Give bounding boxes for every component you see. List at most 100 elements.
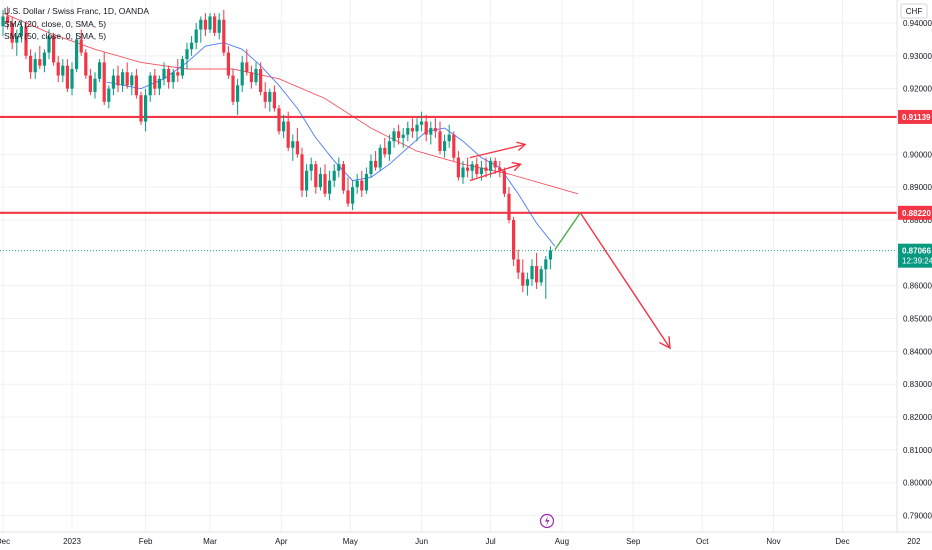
sma50-label[interactable]: SMA (50, close, 0, SMA, 5): [4, 31, 106, 41]
symbol-title[interactable]: U.S. Dollar / Swiss Franc, 1D, OANDA: [4, 6, 149, 16]
candle[interactable]: [351, 180, 355, 211]
candlesticks[interactable]: [1, 6, 552, 299]
candle[interactable]: [548, 246, 552, 270]
price-scale-bg[interactable]: [897, 0, 932, 550]
candle[interactable]: [107, 85, 111, 109]
candle[interactable]: [341, 160, 345, 194]
candle[interactable]: [410, 118, 414, 138]
candle[interactable]: [424, 114, 428, 142]
candle[interactable]: [502, 167, 506, 198]
candle[interactable]: [318, 167, 322, 191]
candle[interactable]: [443, 134, 447, 158]
candle[interactable]: [254, 62, 258, 86]
candle[interactable]: [429, 121, 433, 145]
candle[interactable]: [84, 49, 88, 79]
candle[interactable]: [420, 111, 424, 132]
candle[interactable]: [535, 252, 539, 289]
candle[interactable]: [309, 157, 313, 181]
candle[interactable]: [305, 164, 309, 198]
candle[interactable]: [461, 160, 465, 184]
candle[interactable]: [456, 151, 460, 181]
sma20-label[interactable]: SMA (20, close, 0, SMA, 5): [4, 19, 106, 29]
candle[interactable]: [111, 68, 115, 96]
candle[interactable]: [245, 49, 249, 76]
candle[interactable]: [19, 19, 23, 43]
candle[interactable]: [493, 157, 497, 175]
candle[interactable]: [521, 259, 525, 293]
candle[interactable]: [249, 65, 253, 89]
time-scale[interactable]: Dec 2023 Feb Mar Apr May Jun Jul Aug Sep Oct Nov Dec…: [0, 537, 921, 546]
candle[interactable]: [360, 170, 364, 198]
candle[interactable]: [272, 85, 276, 112]
candle[interactable]: [199, 16, 203, 43]
candle[interactable]: [208, 13, 212, 33]
candle[interactable]: [282, 114, 286, 138]
candle[interactable]: [466, 157, 470, 178]
candle[interactable]: [268, 88, 272, 112]
event-marker[interactable]: [539, 513, 555, 529]
candle[interactable]: [332, 164, 336, 188]
candle[interactable]: [507, 187, 511, 224]
candle[interactable]: [134, 68, 138, 99]
currency-button[interactable]: [900, 3, 928, 19]
candle[interactable]: [121, 68, 125, 92]
candle[interactable]: [61, 59, 65, 83]
candle[interactable]: [10, 16, 14, 50]
candle[interactable]: [15, 29, 19, 56]
candle[interactable]: [512, 216, 516, 266]
candle[interactable]: [116, 65, 120, 92]
candle[interactable]: [484, 157, 488, 178]
candle[interactable]: [148, 72, 152, 102]
candle[interactable]: [328, 170, 332, 201]
candle[interactable]: [438, 121, 442, 155]
candle[interactable]: [42, 49, 46, 73]
candle[interactable]: [38, 45, 42, 69]
candle[interactable]: [125, 62, 129, 89]
candle[interactable]: [530, 259, 534, 286]
candle[interactable]: [217, 13, 221, 40]
candle[interactable]: [259, 62, 263, 96]
candle[interactable]: [470, 160, 474, 181]
candle[interactable]: [52, 32, 56, 66]
candle[interactable]: [180, 55, 184, 79]
candle[interactable]: [406, 121, 410, 142]
time-scale-bg[interactable]: [0, 532, 932, 550]
candle[interactable]: [286, 111, 290, 152]
candle[interactable]: [240, 55, 244, 92]
candle[interactable]: [79, 29, 83, 56]
candle[interactable]: [374, 151, 378, 171]
candle[interactable]: [433, 118, 437, 138]
candle[interactable]: [231, 68, 235, 106]
candle[interactable]: [364, 167, 368, 194]
candle[interactable]: [203, 13, 207, 37]
candle[interactable]: [452, 131, 456, 161]
price-scale[interactable]: 0.94000 0.93000 0.92000 0.90000 0.89000 0.880…: [903, 19, 932, 521]
candle[interactable]: [323, 164, 327, 198]
candle[interactable]: [516, 249, 520, 280]
candle[interactable]: [171, 68, 175, 89]
candle[interactable]: [167, 65, 171, 89]
candle[interactable]: [6, 6, 10, 30]
candle[interactable]: [401, 128, 405, 148]
candle[interactable]: [130, 72, 134, 96]
candle[interactable]: [185, 42, 189, 69]
candle[interactable]: [222, 9, 226, 56]
candle[interactable]: [88, 68, 92, 96]
candle[interactable]: [153, 68, 157, 96]
candle[interactable]: [47, 29, 51, 60]
candle[interactable]: [539, 266, 543, 286]
candle[interactable]: [544, 256, 548, 299]
candle[interactable]: [300, 147, 304, 198]
candle[interactable]: [93, 72, 97, 99]
candle[interactable]: [387, 134, 391, 161]
candle[interactable]: [355, 174, 359, 194]
candle[interactable]: [139, 91, 143, 125]
candle[interactable]: [447, 124, 451, 148]
candle[interactable]: [157, 75, 161, 96]
channel-lower-line[interactable]: [469, 163, 521, 182]
projection-down-line[interactable]: [579, 212, 671, 349]
candle[interactable]: [337, 157, 341, 178]
candle[interactable]: [415, 118, 419, 142]
candle[interactable]: [75, 32, 79, 73]
